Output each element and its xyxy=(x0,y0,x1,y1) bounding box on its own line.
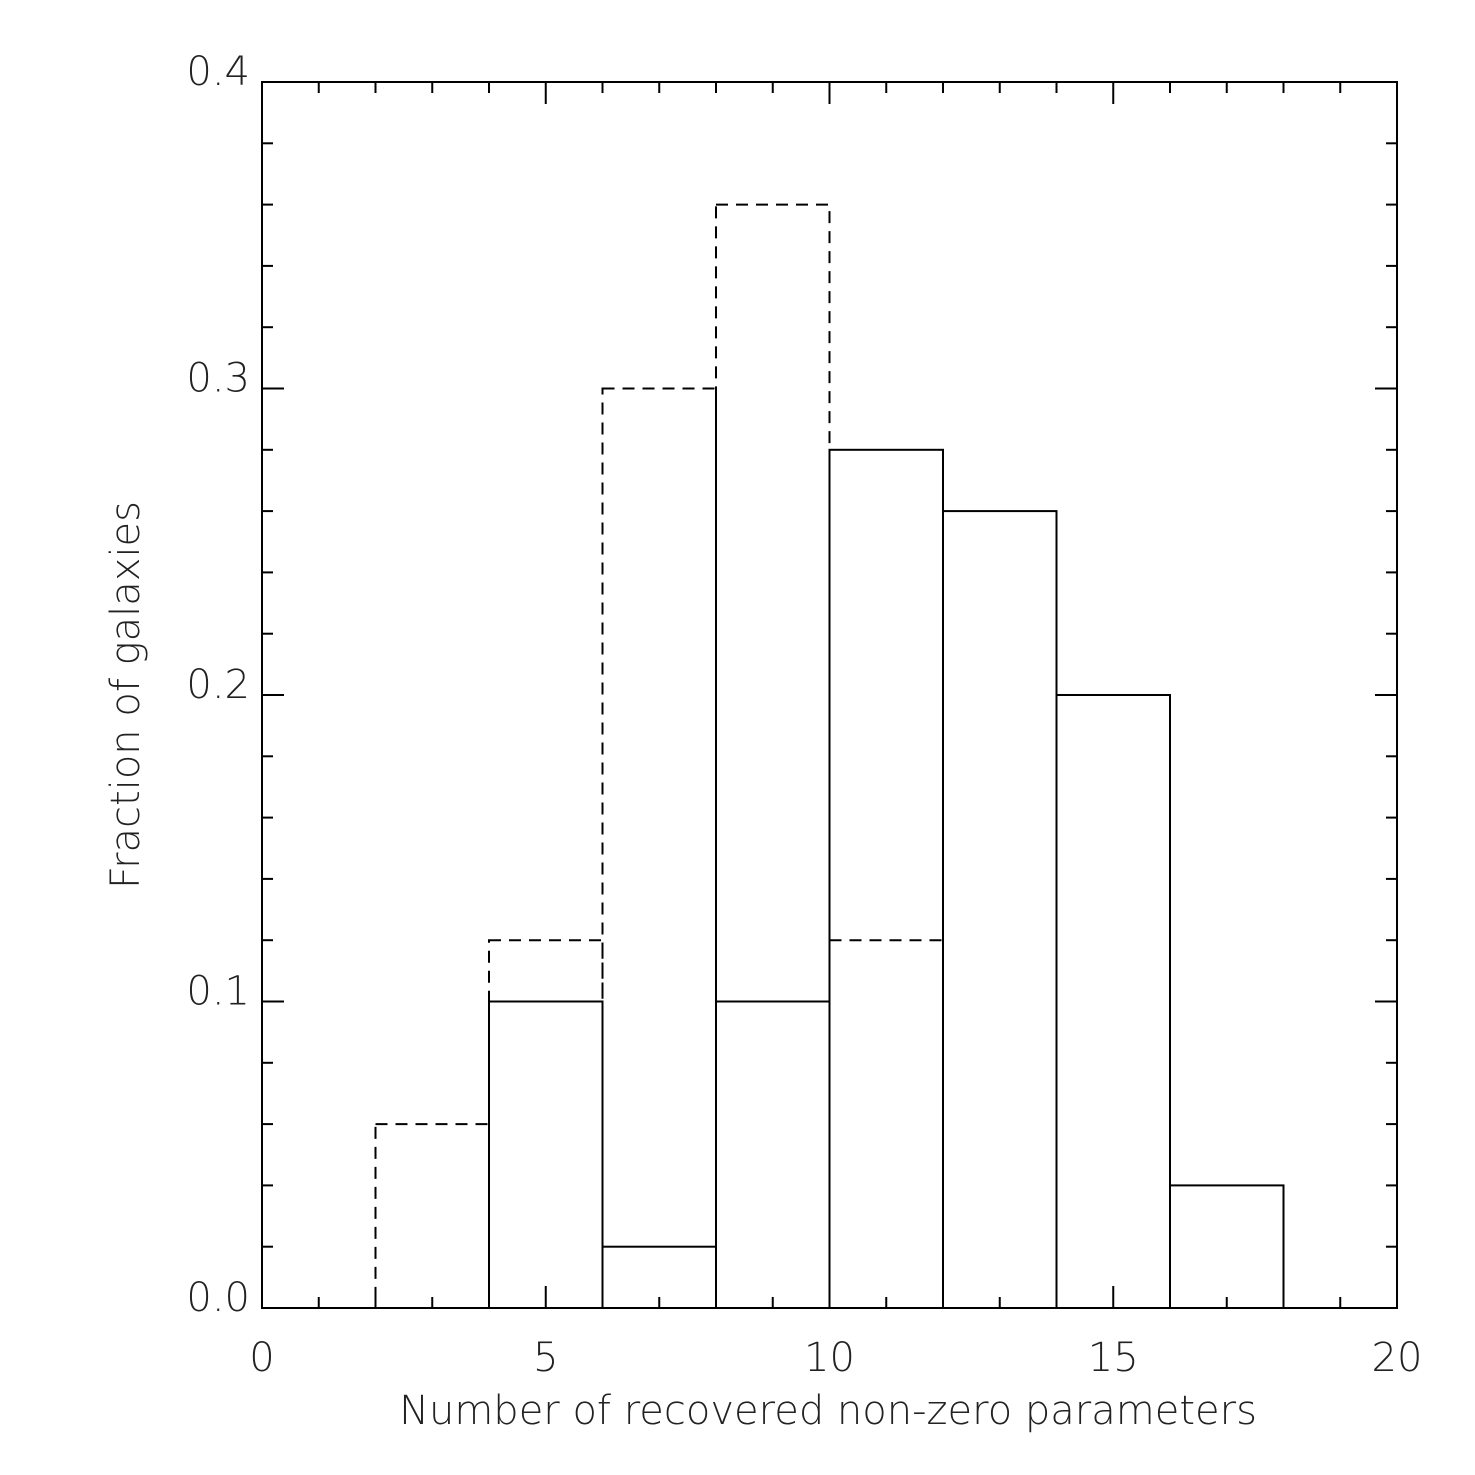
x-tick-label: 5 xyxy=(533,1335,558,1381)
histogram-bar xyxy=(715,1000,831,1309)
x-tick-label: 15 xyxy=(1088,1335,1139,1381)
y-tick-label: 0.2 xyxy=(186,662,250,708)
plot-frame xyxy=(261,81,1398,1309)
histogram-bar xyxy=(828,939,944,1309)
histogram-bar xyxy=(828,448,944,1309)
y-tick-label: 0.4 xyxy=(186,49,250,95)
y-tick-label: 0.3 xyxy=(186,356,250,402)
histogram-bar xyxy=(1169,1184,1285,1310)
y-tick-label: 0.0 xyxy=(186,1275,250,1321)
histogram-bar xyxy=(601,387,717,1309)
histogram-bar xyxy=(715,203,831,1310)
histogram-bar xyxy=(1055,694,1171,1309)
histogram-bar xyxy=(374,1123,490,1309)
y-tick-label: 0.1 xyxy=(186,969,250,1015)
x-tick-label: 0 xyxy=(249,1335,274,1381)
histogram-bar xyxy=(488,1000,604,1309)
x-tick-label: 10 xyxy=(804,1335,855,1381)
histogram-bar xyxy=(942,510,1058,1310)
histogram-bar xyxy=(488,939,604,1309)
y-axis-label: Fraction of galaxies xyxy=(103,501,149,889)
x-tick-label: 20 xyxy=(1372,1335,1423,1381)
x-axis-label: Number of recovered non-zero parameters xyxy=(399,1388,1257,1434)
